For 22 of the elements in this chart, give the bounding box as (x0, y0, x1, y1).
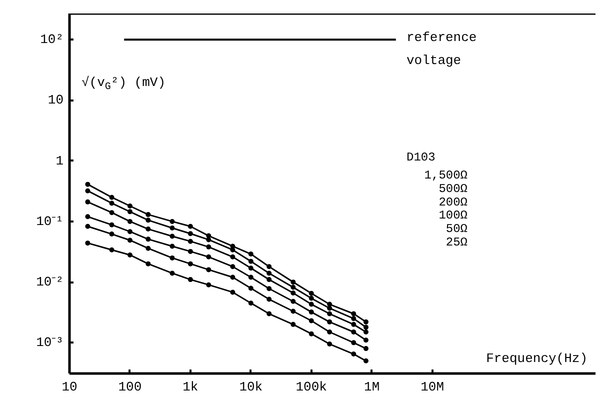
annotation: D103 (406, 150, 436, 164)
y-tick-label: 10 (48, 92, 64, 108)
text: 200Ω (438, 195, 468, 210)
x-tick-label: 1M (364, 380, 380, 394)
x-tick-label: 100 (118, 380, 142, 394)
x-tick-label: 100k (296, 380, 328, 394)
x-tick-label: 10M (420, 380, 444, 394)
text: 1,500Ω (424, 168, 468, 182)
x-tick-label: 10k (239, 380, 263, 394)
series-label: reference voltage (406, 30, 477, 68)
y-tick-label: 10⁻³ (36, 335, 64, 350)
y-tick-label: 10⁻² (36, 274, 64, 290)
text: 50Ω (446, 222, 468, 236)
y-tick-label: 10² (40, 32, 64, 48)
x-tick-label: 1k (182, 380, 198, 394)
text: 100Ω (438, 208, 468, 223)
text: 500Ω (438, 182, 468, 196)
y-tick-label: 1 (56, 153, 64, 168)
text: 25Ω (446, 236, 468, 250)
x-tick-label: 10 (62, 380, 78, 394)
y-tick-label: 10⁻¹ (36, 214, 64, 229)
x-axis-title: Frequency(Hz) (486, 351, 588, 366)
